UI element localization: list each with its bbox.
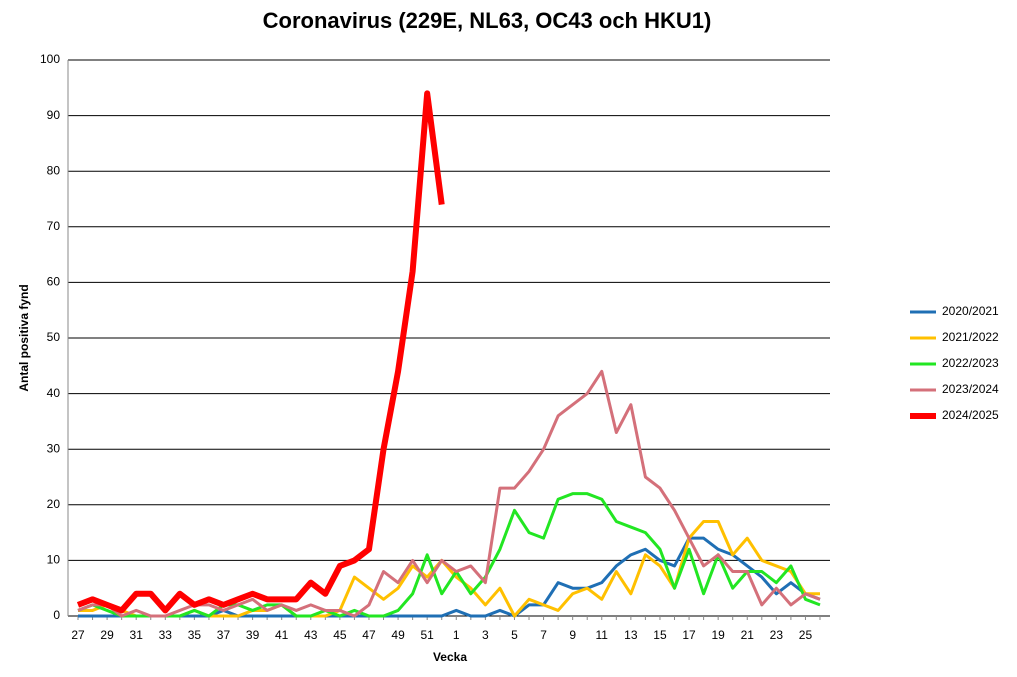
x-tick-label: 7 [540,628,547,642]
x-tick-label: 33 [159,628,173,642]
x-tick-label: 41 [275,628,289,642]
x-tick-label: 19 [711,628,725,642]
x-tick-label: 37 [217,628,231,642]
x-tick-label: 35 [188,628,202,642]
x-tick-label: 31 [130,628,144,642]
y-tick-label: 50 [47,330,61,344]
x-tick-label: 47 [362,628,376,642]
y-tick-label: 80 [47,163,61,177]
y-axis-label: Antal positiva fynd [17,284,31,391]
legend-label: 2021/2022 [942,330,999,344]
x-tick-label: 13 [624,628,638,642]
x-tick-label: 23 [770,628,784,642]
y-tick-label: 90 [47,108,61,122]
x-tick-label: 11 [596,628,609,642]
x-tick-label: 49 [391,628,405,642]
legend-label: 2024/2025 [942,408,999,422]
x-tick-label: 5 [511,628,518,642]
y-tick-label: 40 [47,386,61,400]
x-tick-label: 15 [653,628,667,642]
x-tick-label: 3 [482,628,489,642]
y-tick-label: 60 [47,275,61,289]
x-tick-label: 9 [569,628,576,642]
x-axis-label: Vecka [433,650,467,664]
y-tick-label: 20 [47,497,61,511]
chart-title: Coronavirus (229E, NL63, OC43 och HKU1) [263,8,712,33]
legend-label: 2022/2023 [942,356,999,370]
legend-label: 2020/2021 [942,304,999,318]
x-tick-label: 45 [333,628,347,642]
y-tick-label: 70 [47,219,61,233]
x-tick-label: 29 [100,628,114,642]
x-tick-label: 27 [71,628,85,642]
x-tick-label: 17 [682,628,696,642]
x-tick-label: 25 [799,628,813,642]
y-tick-label: 10 [47,553,61,567]
series-line [76,90,445,614]
y-tick-label: 0 [53,608,60,622]
y-tick-label: 30 [47,441,61,455]
series-line [78,536,821,618]
x-tick-label: 1 [453,628,460,642]
y-tick-label: 100 [40,52,60,66]
x-tick-label: 39 [246,628,260,642]
x-tick-label: 21 [741,628,755,642]
series-line [77,492,821,618]
x-tick-label: 51 [420,628,434,642]
legend-label: 2023/2024 [942,382,999,396]
x-tick-label: 43 [304,628,318,642]
